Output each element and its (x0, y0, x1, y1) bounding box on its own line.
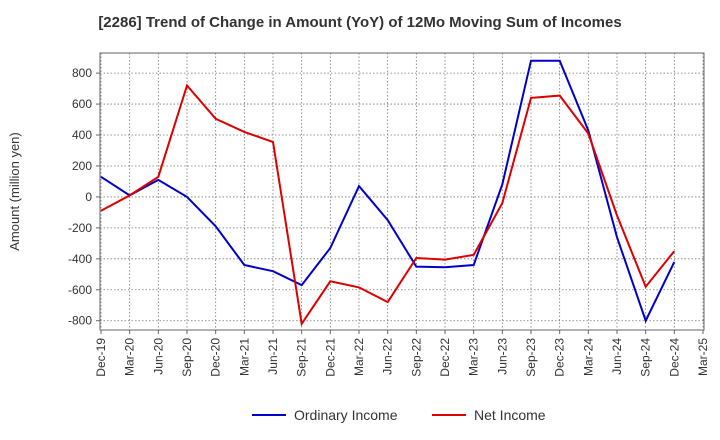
y-tick-label: -400 (68, 252, 92, 266)
plot-area (100, 53, 704, 330)
x-tick-label: Dec-22 (438, 338, 452, 377)
x-tick-label: Sep-23 (524, 338, 538, 377)
series-line-net-income (100, 83, 676, 327)
grid-lines (100, 53, 704, 330)
x-tick-label: Dec-24 (667, 338, 681, 377)
x-tick-label: Dec-23 (553, 338, 567, 377)
x-tick-label: Mar-25 (696, 338, 710, 376)
x-tick-label: Dec-20 (209, 338, 223, 377)
y-tick-label: -200 (68, 221, 92, 235)
x-tick-label: Mar-21 (237, 338, 251, 376)
x-tick-label: Sep-22 (409, 338, 423, 377)
x-axis-ticks: Dec-19 Mar-20 Jun-20 Sep-20 Dec-20 Mar-21 Jun-… (94, 330, 710, 377)
x-tick-label: Jun-23 (495, 338, 509, 375)
legend-label: Ordinary Income (294, 407, 398, 423)
y-tick-label: 600 (72, 97, 92, 111)
x-tick-label: Mar-22 (352, 338, 366, 376)
x-tick-label: Sep-24 (639, 338, 653, 377)
y-tick-label: 200 (72, 159, 92, 173)
x-tick-label: Jun-20 (151, 338, 165, 375)
y-tick-label: -800 (68, 314, 92, 328)
chart-title: [2286] Trend of Change in Amount (YoY) o… (98, 14, 622, 31)
x-tick-label: Mar-24 (581, 338, 595, 376)
legend: Ordinary Income Net Income (252, 407, 546, 423)
y-tick-label: 400 (72, 128, 92, 142)
y-tick-label: -600 (68, 283, 92, 297)
x-tick-label: Jun-22 (381, 338, 395, 375)
y-tick-label: 800 (72, 66, 92, 80)
x-tick-label: Mar-20 (123, 338, 137, 376)
y-axis-label: Amount (million yen) (7, 132, 22, 251)
series-line-ordinary-income (100, 59, 676, 324)
plot-border (99, 52, 705, 331)
x-tick-label: Dec-19 (94, 338, 108, 377)
legend-label: Net Income (474, 407, 546, 423)
x-tick-label: Jun-24 (610, 338, 624, 375)
x-tick-label: Jun-21 (266, 338, 280, 375)
y-tick-label: 0 (85, 190, 92, 204)
x-tick-label: Sep-21 (295, 338, 309, 377)
series-lines (100, 59, 676, 327)
x-tick-label: Sep-20 (180, 338, 194, 377)
y-axis-ticks: -800 -600 -400 -200 0 200 400 600 800 (68, 66, 100, 328)
x-tick-label: Dec-21 (323, 338, 337, 377)
x-tick-label: Mar-23 (467, 338, 481, 376)
